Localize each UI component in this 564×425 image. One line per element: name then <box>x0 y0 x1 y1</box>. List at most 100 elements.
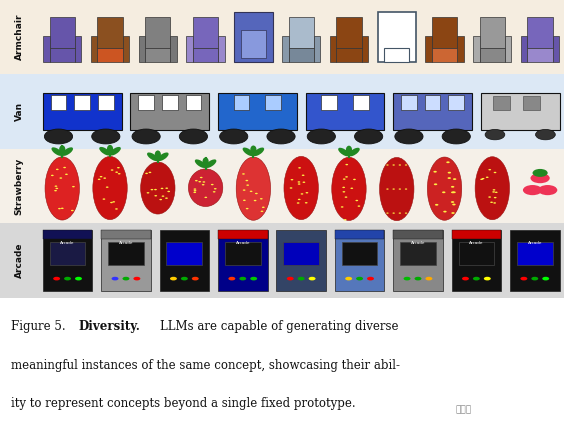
Bar <box>321 95 337 110</box>
Bar <box>425 95 440 110</box>
Bar <box>527 48 553 62</box>
Bar <box>98 48 122 62</box>
Circle shape <box>290 187 292 189</box>
Bar <box>336 48 362 62</box>
Circle shape <box>267 129 295 144</box>
Circle shape <box>345 196 347 198</box>
Circle shape <box>261 211 263 212</box>
Circle shape <box>494 197 496 198</box>
Circle shape <box>243 190 245 191</box>
Circle shape <box>110 202 113 203</box>
Circle shape <box>399 188 401 190</box>
Bar <box>432 48 457 62</box>
Circle shape <box>242 173 245 175</box>
Circle shape <box>117 167 120 168</box>
Circle shape <box>358 205 360 207</box>
Bar <box>553 36 559 62</box>
Circle shape <box>75 277 82 280</box>
Bar <box>43 230 92 291</box>
Bar <box>75 36 81 62</box>
Text: Strawberry: Strawberry <box>15 157 24 215</box>
Bar <box>160 230 209 291</box>
Circle shape <box>262 207 265 208</box>
Circle shape <box>341 206 343 208</box>
Bar <box>353 95 369 110</box>
Circle shape <box>531 173 550 183</box>
Ellipse shape <box>243 147 254 156</box>
Text: Figure 5.: Figure 5. <box>11 320 66 333</box>
Circle shape <box>415 277 421 280</box>
Circle shape <box>147 192 149 193</box>
Circle shape <box>433 171 437 173</box>
Circle shape <box>199 181 201 182</box>
Circle shape <box>393 164 395 166</box>
Circle shape <box>399 212 401 214</box>
Circle shape <box>219 129 248 144</box>
Circle shape <box>54 190 57 191</box>
Circle shape <box>305 202 307 204</box>
Ellipse shape <box>195 159 206 168</box>
Ellipse shape <box>140 162 175 214</box>
Circle shape <box>452 191 456 193</box>
Text: 新智元: 新智元 <box>455 406 472 415</box>
Circle shape <box>246 208 249 210</box>
Bar <box>448 95 464 110</box>
Circle shape <box>442 129 470 144</box>
Ellipse shape <box>202 157 209 166</box>
Bar <box>74 95 90 110</box>
Circle shape <box>492 189 495 190</box>
Circle shape <box>298 183 301 185</box>
Text: Diversity.: Diversity. <box>79 320 141 333</box>
Circle shape <box>344 219 346 221</box>
Ellipse shape <box>284 156 319 220</box>
Circle shape <box>490 201 493 203</box>
Bar <box>241 31 266 58</box>
Circle shape <box>473 277 480 280</box>
Ellipse shape <box>253 147 264 156</box>
Circle shape <box>386 188 389 190</box>
Circle shape <box>162 196 164 197</box>
Circle shape <box>386 164 389 166</box>
Bar <box>283 242 319 265</box>
Bar <box>393 230 443 291</box>
Circle shape <box>302 175 305 176</box>
Circle shape <box>301 193 303 195</box>
Circle shape <box>542 277 549 280</box>
Circle shape <box>405 188 407 190</box>
Circle shape <box>399 164 401 166</box>
Bar <box>457 36 464 62</box>
Circle shape <box>228 277 235 280</box>
Bar <box>101 230 151 239</box>
Bar <box>43 230 92 239</box>
Circle shape <box>98 178 100 180</box>
Circle shape <box>71 210 74 211</box>
Circle shape <box>134 277 140 280</box>
Circle shape <box>405 164 407 166</box>
Text: Arcade: Arcade <box>411 241 425 245</box>
Circle shape <box>367 277 374 280</box>
Ellipse shape <box>99 147 111 156</box>
Bar <box>108 242 144 265</box>
Bar <box>130 93 209 130</box>
Bar <box>0 74 564 149</box>
Circle shape <box>165 187 168 189</box>
Circle shape <box>211 184 214 185</box>
Circle shape <box>250 191 253 192</box>
Ellipse shape <box>62 147 73 156</box>
Circle shape <box>145 173 148 174</box>
Ellipse shape <box>250 145 257 154</box>
Bar <box>362 36 368 62</box>
Ellipse shape <box>475 157 509 220</box>
Bar <box>233 95 249 110</box>
Circle shape <box>355 200 358 201</box>
Bar <box>480 48 505 62</box>
Circle shape <box>151 189 153 190</box>
Bar <box>459 242 494 265</box>
Bar <box>186 95 201 110</box>
Circle shape <box>342 191 345 193</box>
Circle shape <box>193 188 196 190</box>
Circle shape <box>307 129 336 144</box>
Bar <box>393 230 443 239</box>
Circle shape <box>297 202 299 204</box>
Bar <box>162 95 178 110</box>
